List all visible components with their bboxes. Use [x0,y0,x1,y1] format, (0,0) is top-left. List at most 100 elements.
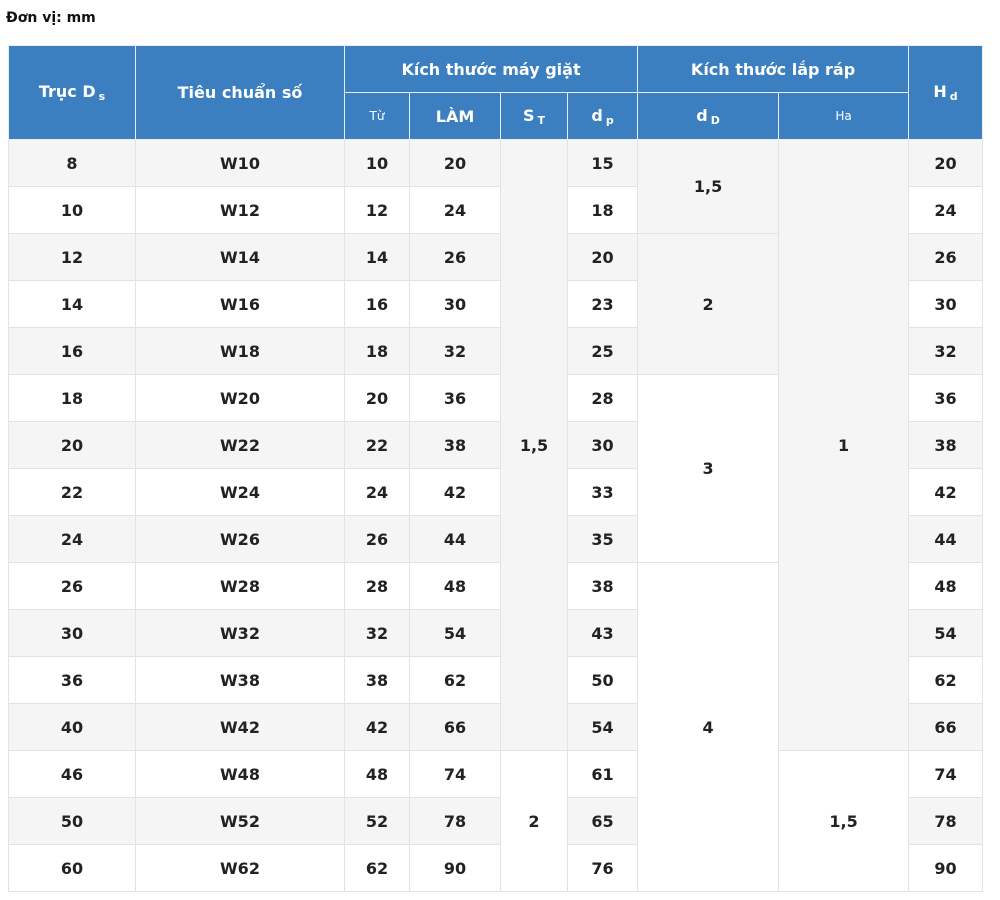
table-cell: 65 [566,797,639,845]
table-row: 46 W48 48 74 2 61 1,5 74 [8,750,984,892]
table-cell: 44 [409,515,501,563]
table-cell: 16 [8,327,136,375]
table-cell: 52 [344,797,410,845]
header-cell: Từ [344,92,410,140]
table-cell: W12 [135,186,345,234]
table-cell: 20 [908,139,984,187]
table-cell: 46 [8,750,136,798]
table-cell: 14 [344,233,410,281]
header-cell: Ha [778,92,910,140]
table-cell: 18 [566,186,639,234]
table-cell: 48 [409,562,501,610]
merged-cell: 4 [637,562,780,892]
table-row: 12 W14 14 26 20 2 26 [8,233,984,375]
table-cell: 42 [908,468,984,516]
table-cell: W26 [135,515,345,563]
table-cell: 8 [8,139,136,187]
header-group: Kích thước lắp ráp [637,45,910,93]
table-cell: W38 [135,656,345,704]
table-row: 26 W28 28 48 38 4 48 [8,562,984,892]
table-cell: 26 [409,233,501,281]
table-cell: 14 [8,280,136,328]
table-cell: 38 [344,656,410,704]
table-cell: 30 [8,609,136,657]
table-cell: 22 [344,421,410,469]
table-row: 36 W38 38 62 50 62 [8,656,984,704]
table-cell: 50 [8,797,136,845]
table-cell: 54 [908,609,984,657]
table-cell: 12 [344,186,410,234]
table-cell: 74 [409,750,501,798]
table-cell: 10 [344,139,410,187]
table-cell: 26 [908,233,984,281]
table-row: 18 W20 20 36 28 3 36 [8,374,984,563]
table-cell: 43 [566,609,639,657]
header-cell: Tiêu chuẩn số [135,45,345,140]
merged-cell: 1,5 [500,139,568,751]
table-cell: 61 [566,750,639,798]
table-cell: 20 [409,139,501,187]
table-cell: 32 [409,327,501,375]
table-cell: 78 [908,797,984,845]
merged-cell: 2 [637,233,780,375]
table-cell: 35 [566,515,639,563]
table-row: 24 W26 26 44 35 44 [8,515,984,563]
table-cell: 24 [908,186,984,234]
unit-note: Đơn vị: mm [6,10,96,26]
table-row: 8 W10 10 20 1,5 15 1,5 1 20 [8,139,984,751]
table-row: 10 W12 12 24 18 24 [8,186,984,234]
table-cell: 90 [409,844,501,892]
merged-cell: 1,5 [637,139,780,234]
table-cell: 42 [344,703,410,751]
table-cell: W52 [135,797,345,845]
table-row: 16 W18 18 32 25 32 [8,327,984,375]
table-cell: 20 [344,374,410,422]
table-cell: 38 [409,421,501,469]
table-cell: 28 [566,374,639,422]
table-row: 50 W52 52 78 65 78 [8,797,984,845]
table-cell: 20 [566,233,639,281]
table-cell: W18 [135,327,345,375]
table-cell: 42 [409,468,501,516]
table-cell: W24 [135,468,345,516]
header-cell: LÀM [409,92,501,140]
table-cell: W48 [135,750,345,798]
table-cell: 10 [8,186,136,234]
table-cell: 44 [908,515,984,563]
table-cell: 23 [566,280,639,328]
table-cell: 12 [8,233,136,281]
table-cell: W62 [135,844,345,892]
table-cell: 74 [908,750,984,798]
table-cell: 38 [908,421,984,469]
table-cell: W42 [135,703,345,751]
table-cell: 40 [8,703,136,751]
table-cell: 54 [566,703,639,751]
table-cell: 30 [409,280,501,328]
table-cell: 26 [8,562,136,610]
table-cell: 30 [908,280,984,328]
table-cell: 36 [8,656,136,704]
table-cell: 66 [908,703,984,751]
table-cell: 26 [344,515,410,563]
table-row: 60 W62 62 90 76 90 [8,844,984,892]
table-cell: 90 [908,844,984,892]
table-cell: W20 [135,374,345,422]
table-cell: 36 [409,374,501,422]
table-row: 22 W24 24 42 33 42 [8,468,984,516]
table-cell: 22 [8,468,136,516]
table-cell: 78 [409,797,501,845]
table-cell: 24 [409,186,501,234]
table-cell: W10 [135,139,345,187]
table-cell: W32 [135,609,345,657]
table-cell: 62 [908,656,984,704]
table-cell: 66 [409,703,501,751]
table-cell: 50 [566,656,639,704]
merged-cell: 3 [637,374,780,563]
merged-cell: 2 [500,750,568,892]
table-cell: W14 [135,233,345,281]
